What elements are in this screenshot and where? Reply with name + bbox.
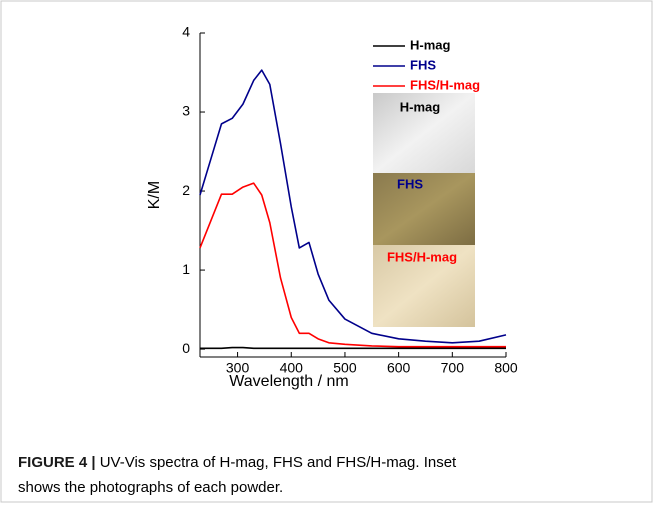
y-axis-label: K/M <box>146 181 163 209</box>
y-tick-label: 1 <box>182 261 190 277</box>
x-tick-label: 500 <box>333 360 357 376</box>
inset-label: FHS/H-mag <box>387 249 457 264</box>
legend-label: FHS/H-mag <box>410 77 480 92</box>
series-line <box>200 346 506 350</box>
photo-fhs-h-mag <box>373 245 475 327</box>
x-tick-label: 800 <box>494 360 518 376</box>
x-axis-label: Wavelength / nm <box>229 373 348 390</box>
y-tick-label: 4 <box>182 24 190 40</box>
x-tick-label: 700 <box>441 360 465 376</box>
y-tick-label: 0 <box>182 340 190 356</box>
y-tick-label: 2 <box>182 182 190 198</box>
inset-label: FHS <box>397 176 423 191</box>
legend-label: H-mag <box>410 37 451 52</box>
caption-text: shows the photographs of each powder. <box>18 479 283 496</box>
photo-h-mag <box>373 93 475 173</box>
inset-label: H-mag <box>400 99 441 114</box>
x-tick-label: 300 <box>226 360 250 376</box>
photo-fhs <box>373 173 475 245</box>
y-tick-label: 3 <box>182 103 190 119</box>
legend-label: FHS <box>410 57 436 72</box>
x-tick-label: 600 <box>387 360 411 376</box>
series-line <box>199 69 507 344</box>
series-line <box>199 182 506 348</box>
caption-label: FIGURE 4 | <box>18 454 96 471</box>
x-tick-label: 400 <box>280 360 304 376</box>
caption-text: UV-Vis spectra of H-mag, FHS and FHS/H-m… <box>100 454 457 471</box>
caption: FIGURE 4 | UV-Vis spectra of H-mag, FHS … <box>18 454 457 471</box>
